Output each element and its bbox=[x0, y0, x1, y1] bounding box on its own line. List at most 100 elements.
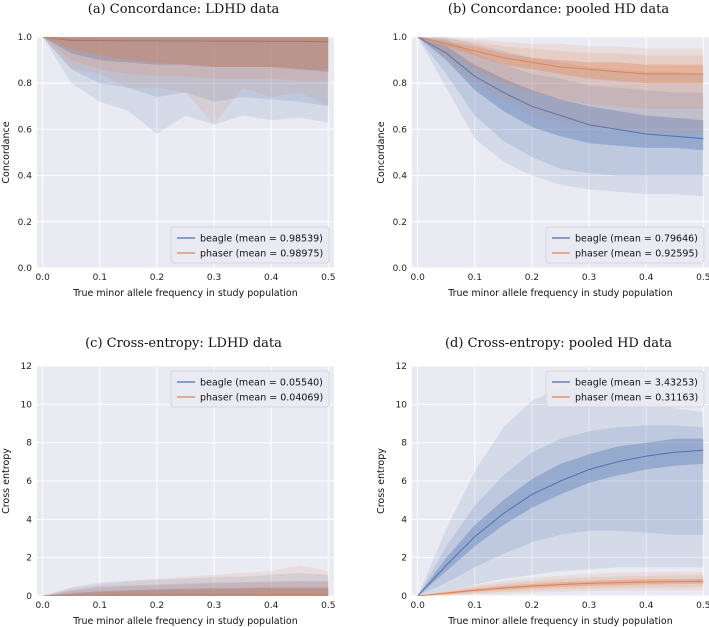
y-tick-label: 0.8 bbox=[393, 79, 408, 89]
beagle-q3-band bbox=[417, 37, 704, 197]
x-tick-label: 0.4 bbox=[639, 601, 654, 611]
y-tick-label: 6 bbox=[401, 477, 407, 487]
legend-box bbox=[545, 226, 705, 264]
legend-box bbox=[170, 226, 330, 264]
y-tick-label: 0.2 bbox=[393, 218, 407, 228]
x-tick-label: 0.3 bbox=[207, 273, 221, 283]
legend-label-phaser: phaser (mean = 0.31163) bbox=[575, 393, 698, 404]
y-tick-label: 2 bbox=[401, 554, 407, 564]
phaser-q3-band bbox=[417, 571, 704, 596]
y-tick-label: 0 bbox=[26, 592, 32, 602]
x-tick-label: 0.3 bbox=[207, 601, 221, 611]
phaser-q1-band bbox=[42, 588, 329, 596]
y-tick-label: 8 bbox=[401, 439, 407, 449]
y-tick-label: 6 bbox=[26, 477, 32, 487]
phaser-mean-line bbox=[417, 580, 704, 596]
x-tick-label: 0.2 bbox=[525, 273, 539, 283]
y-tick-label: 8 bbox=[26, 439, 32, 449]
y-tick-label: 1.0 bbox=[393, 33, 408, 43]
beagle-q3-band bbox=[417, 387, 704, 596]
beagle-q1-band bbox=[42, 37, 329, 72]
y-axis-label: Cross entropy bbox=[376, 448, 387, 514]
x-tick-label: 0.4 bbox=[639, 273, 654, 283]
phaser-q2-band bbox=[417, 575, 704, 596]
y-tick-label: 10 bbox=[396, 400, 408, 410]
legend-label-beagle: beagle (mean = 3.43253) bbox=[575, 378, 698, 389]
x-tick-label: 0.2 bbox=[525, 601, 539, 611]
phaser-q3-band bbox=[42, 565, 329, 596]
x-tick-label: 0.1 bbox=[468, 273, 482, 283]
y-tick-label: 0.6 bbox=[18, 125, 33, 135]
phaser-q2-band bbox=[42, 37, 329, 81]
y-tick-label: 0.6 bbox=[393, 125, 408, 135]
x-tick-label: 0.1 bbox=[468, 601, 482, 611]
x-tick-label: 0.5 bbox=[696, 601, 709, 611]
legend-label-beagle: beagle (mean = 0.79646) bbox=[575, 234, 698, 245]
x-tick-label: 0.5 bbox=[321, 273, 335, 283]
y-tick-label: 10 bbox=[21, 400, 33, 410]
beagle-q1-band bbox=[42, 587, 329, 596]
panel-a: 0.0 0.1 0.2 0.3 0.4 0.5 0.0 0.2 0.4 0.6 0.8 1.0 True… bbox=[1, 33, 335, 299]
beagle-q1-band bbox=[417, 438, 704, 596]
x-tick-label: 0.3 bbox=[582, 601, 596, 611]
beagle-mean-line bbox=[42, 37, 329, 43]
phaser-q1-band bbox=[42, 37, 329, 70]
beagle-q2-band bbox=[42, 581, 329, 596]
phaser-mean-line bbox=[417, 37, 704, 75]
y-axis-label: Cross entropy bbox=[1, 448, 12, 514]
y-tick-label: 4 bbox=[401, 515, 407, 525]
beagle-q2-band bbox=[417, 425, 704, 596]
x-tick-label: 0.1 bbox=[93, 273, 107, 283]
y-tick-label: 0.4 bbox=[393, 172, 408, 182]
phaser-q3-band bbox=[417, 37, 704, 134]
y-axis-label: Concordance bbox=[376, 121, 387, 183]
phaser-mean-line bbox=[42, 37, 329, 41]
phaser-q1-band bbox=[417, 37, 704, 84]
beagle-q3-band bbox=[42, 573, 329, 596]
x-tick-label: 0.0 bbox=[36, 601, 51, 611]
phaser-q3-band bbox=[42, 37, 329, 125]
y-tick-label: 0 bbox=[401, 592, 407, 602]
x-tick-label: 0.5 bbox=[696, 273, 709, 283]
series-group-b bbox=[417, 37, 704, 197]
panel-c: 0.0 0.1 0.2 0.3 0.4 0.5 0 2 4 6 8 10 12 True minor al… bbox=[1, 362, 335, 627]
legend-label-phaser: phaser (mean = 0.04069) bbox=[200, 393, 323, 404]
beagle-q1-band bbox=[417, 37, 704, 151]
beagle-q2-band bbox=[417, 37, 704, 176]
legend-label-beagle: beagle (mean = 0.98539) bbox=[200, 234, 323, 245]
panel-c-title: (c) Cross-entropy: LDHD data bbox=[85, 336, 282, 351]
y-tick-label: 0.0 bbox=[18, 264, 33, 274]
y-tick-label: 0.8 bbox=[18, 79, 33, 89]
series-group-c bbox=[42, 565, 329, 596]
phaser-q2-band bbox=[42, 581, 329, 596]
beagle-mean-line bbox=[417, 37, 704, 140]
legend-box bbox=[170, 370, 330, 408]
legend-b: beagle (mean = 0.79646) phaser (mean = 0.… bbox=[545, 226, 705, 264]
x-tick-label: 0.2 bbox=[150, 273, 164, 283]
panel-a-title: (a) Concordance: LDHD data bbox=[87, 2, 280, 17]
x-axis-label: True minor allele frequency in study pop… bbox=[72, 616, 298, 627]
phaser-q1-band bbox=[417, 578, 704, 596]
y-tick-label: 2 bbox=[26, 554, 32, 564]
legend-box bbox=[545, 370, 705, 408]
x-tick-label: 0.1 bbox=[93, 601, 107, 611]
y-tick-label: 1.0 bbox=[18, 33, 33, 43]
x-axis-label: True minor allele frequency in study pop… bbox=[72, 288, 298, 299]
y-tick-label: 12 bbox=[396, 362, 407, 372]
legend-c: beagle (mean = 0.05540) phaser (mean = 0.… bbox=[170, 370, 330, 408]
x-tick-label: 0.0 bbox=[411, 601, 426, 611]
phaser-mean-line bbox=[42, 594, 329, 596]
beagle-q2-band bbox=[42, 37, 329, 107]
legend-a: beagle (mean = 0.98539) phaser (mean = 0.… bbox=[170, 226, 330, 264]
legend-label-beagle: beagle (mean = 0.05540) bbox=[200, 378, 323, 389]
x-axis-label: True minor allele frequency in study pop… bbox=[447, 616, 673, 627]
legend-d: beagle (mean = 3.43253) phaser (mean = 0.… bbox=[545, 370, 705, 408]
legend-label-phaser: phaser (mean = 0.92595) bbox=[575, 249, 698, 260]
y-tick-label: 0.0 bbox=[393, 264, 408, 274]
panel-b-title: (b) Concordance: pooled HD data bbox=[447, 2, 670, 17]
y-tick-label: 4 bbox=[26, 515, 32, 525]
x-tick-label: 0.0 bbox=[36, 273, 51, 283]
panel-d-title: (d) Cross-entropy: pooled HD data bbox=[444, 336, 673, 351]
x-tick-label: 0.2 bbox=[150, 601, 164, 611]
